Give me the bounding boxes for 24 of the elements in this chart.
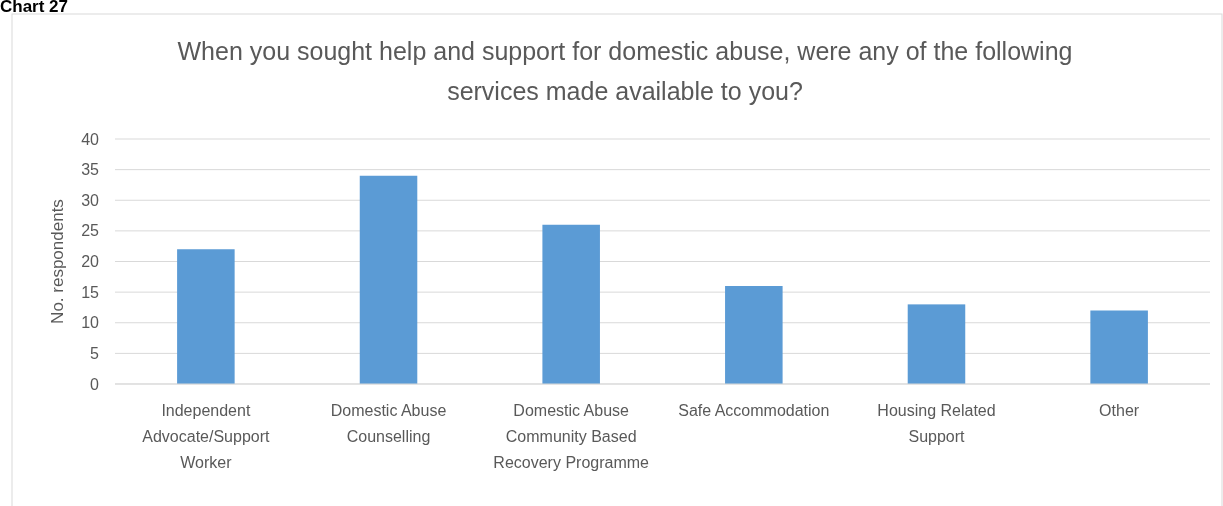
- bar: [725, 286, 783, 384]
- x-tick-label: Domestic Abuse Counselling: [330, 402, 447, 445]
- y-axis-title: No. respondents: [48, 199, 67, 324]
- bar: [542, 224, 600, 384]
- x-tick-label: Housing Related Support: [877, 402, 996, 445]
- y-tick-label: 40: [81, 130, 100, 148]
- y-tick-label: 0: [90, 375, 100, 393]
- y-tick-label: 10: [81, 314, 100, 332]
- bar: [177, 249, 235, 384]
- y-tick-label: 25: [81, 222, 100, 240]
- y-tick-label: 5: [90, 344, 100, 362]
- x-tick-label: Domestic Abuse Community Based Recovery Programme: [493, 402, 650, 471]
- y-tick-label: 30: [81, 191, 100, 209]
- chart-title: When you sought help and support for domestic abuse, were any of the following services made available to you?: [177, 37, 1073, 105]
- bar: [1090, 310, 1148, 384]
- x-tick-label: Other: [1099, 402, 1140, 419]
- y-tick-label: 20: [81, 253, 100, 271]
- y-tick-label: 15: [81, 283, 100, 301]
- bar: [907, 304, 966, 384]
- y-tick-label: 35: [81, 161, 100, 179]
- x-tick-label: Safe Accommodation: [678, 402, 830, 419]
- caption: Chart 27: [0, 0, 69, 16]
- bar: [359, 175, 418, 384]
- x-tick-label: Independent Advocate/Support Worker: [142, 402, 271, 471]
